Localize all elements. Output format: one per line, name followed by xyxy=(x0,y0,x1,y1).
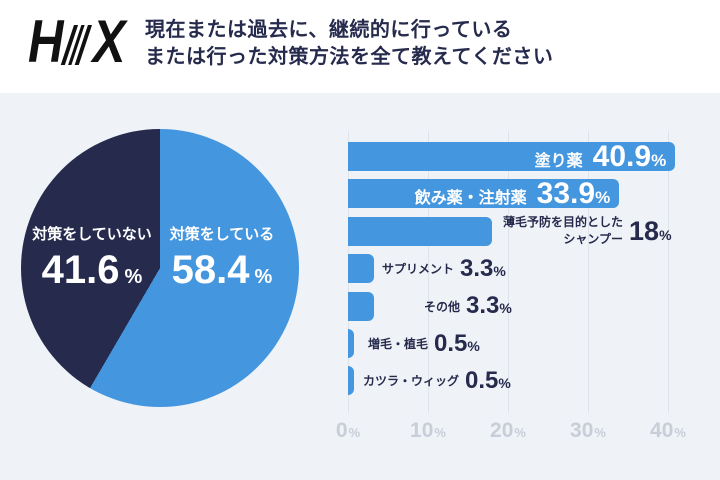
tick-value: 10 xyxy=(410,419,434,442)
bar-label-group: 飲み薬・注射薬 33.9% xyxy=(415,177,611,211)
percent-sign: % xyxy=(348,425,361,440)
axis-tick-label: 20% xyxy=(473,419,543,443)
bar xyxy=(348,366,354,396)
percent-sign: % xyxy=(498,374,511,391)
bar-row: 増毛・植毛 0.5% xyxy=(348,329,670,358)
bar-row: サプリメント 3.3% xyxy=(348,254,670,284)
axis-tick-label: 10% xyxy=(393,419,463,443)
bar-value-label: 0.5% xyxy=(465,366,511,394)
bar-category-label: 飲み薬・注射薬 xyxy=(414,189,527,207)
bar-value-label: 0.5% xyxy=(434,329,480,357)
brand-logo: H X xyxy=(28,8,126,75)
tick-value: 20 xyxy=(490,419,514,442)
pie-category-label: 対策をしていない xyxy=(32,226,152,243)
header: H X 現在または過去に、継続的に行っている または行った対策方法を全て教えてく… xyxy=(0,0,720,93)
bar-row: 薄毛予防を目的とした シャンプー 18% xyxy=(348,215,672,249)
pie-slice-label-taking-measures: 対策をしている 58.4% xyxy=(157,225,287,290)
percent-sign: % xyxy=(651,150,667,170)
axis-tick-label: 40% xyxy=(633,419,703,443)
bar-category-label: 増毛・植毛 xyxy=(368,337,429,351)
bar-category-label: その他 xyxy=(424,299,461,314)
pie-chart: 対策をしていない 41.6% 対策をしている 58.4% xyxy=(21,129,299,407)
percent-sign: % xyxy=(434,425,446,440)
bar-label-group: 塗り薬 40.9% xyxy=(535,140,667,174)
axis-tick-label: 30% xyxy=(553,419,623,443)
percent-sign: % xyxy=(659,226,672,243)
bar-row: 飲み薬・注射薬 33.9% xyxy=(348,177,670,211)
bar xyxy=(348,254,375,284)
bar-value-label: 3.3% xyxy=(460,254,506,282)
bar-value-label: 18% xyxy=(629,215,672,246)
bar: 塗り薬 40.9% xyxy=(348,140,676,174)
bar-category-label-line: 薄毛予防を目的とした xyxy=(503,215,624,230)
bar-label-group: サプリメント 3.3% xyxy=(382,255,506,283)
bar-value-label: 33.9% xyxy=(536,176,611,210)
percent-sign: % xyxy=(594,425,606,440)
bar xyxy=(348,329,354,358)
pie-value-label: 58.4% xyxy=(171,248,273,292)
percent-sign: % xyxy=(124,266,143,288)
logo-letter-h: H xyxy=(28,8,64,75)
tick-value: 0 xyxy=(335,419,348,442)
bar-category-label: サプリメント xyxy=(382,262,455,277)
percent-sign: % xyxy=(254,266,273,288)
percent-sign: % xyxy=(493,262,506,279)
title-line-1: 現在または過去に、継続的に行っている xyxy=(145,19,513,41)
gridline xyxy=(668,131,669,413)
gridline xyxy=(508,131,509,413)
tick-value: 40 xyxy=(650,419,674,442)
logo-slashes-icon xyxy=(61,25,92,65)
bar xyxy=(348,291,375,321)
bar-label-group: カツラ・ウィッグ 0.5% xyxy=(363,367,511,395)
bar-label-group: その他 3.3% xyxy=(424,292,512,320)
title-line-2: または行った対策方法を全て教えてください xyxy=(145,46,554,68)
bar-category-label: 薄毛予防を目的としたシャンプー xyxy=(503,215,623,249)
percent-sign: % xyxy=(499,300,512,317)
tick-value: 30 xyxy=(570,419,594,442)
bar-value-label: 40.9% xyxy=(592,139,667,173)
pie-value-label: 41.6% xyxy=(41,248,143,292)
pie-category-label: 対策をしている xyxy=(169,226,275,243)
bar-label-group: 薄毛予防を目的とした シャンプー 18% xyxy=(503,215,672,249)
bar-category-label: 塗り薬 xyxy=(534,152,583,170)
bar-category-label: カツラ・ウィッグ xyxy=(363,374,460,389)
percent-sign: % xyxy=(514,425,526,440)
gridline xyxy=(428,131,429,413)
bar: 飲み薬・注射薬 33.9% xyxy=(348,177,620,211)
logo-letter-x: X xyxy=(92,8,126,75)
bar-value-label: 3.3% xyxy=(466,292,512,320)
percent-sign: % xyxy=(467,337,480,354)
bar-category-label-line: シャンプー xyxy=(563,232,624,247)
survey-question-title: 現在または過去に、継続的に行っている または行った対策方法を全て教えてください xyxy=(145,17,553,71)
pie-slice-label-no-measures: 対策をしていない 41.6% xyxy=(27,225,157,290)
percent-sign: % xyxy=(595,187,611,207)
gridline xyxy=(588,131,589,413)
bar-plot: 0% 10% 20% 30% 40% 塗り薬 40.9% 飲み薬・注射薬 33.9% 薄毛予防を目… xyxy=(336,131,686,451)
percent-sign: % xyxy=(674,425,686,440)
bar-row: 塗り薬 40.9% xyxy=(348,140,676,173)
bar-row: カツラ・ウィッグ 0.5% xyxy=(348,366,670,396)
axis-tick-label: 0% xyxy=(313,419,383,443)
bar xyxy=(348,216,492,246)
bar-row: その他 3.3% xyxy=(348,291,670,321)
bar-label-group: 増毛・植毛 0.5% xyxy=(368,330,480,358)
